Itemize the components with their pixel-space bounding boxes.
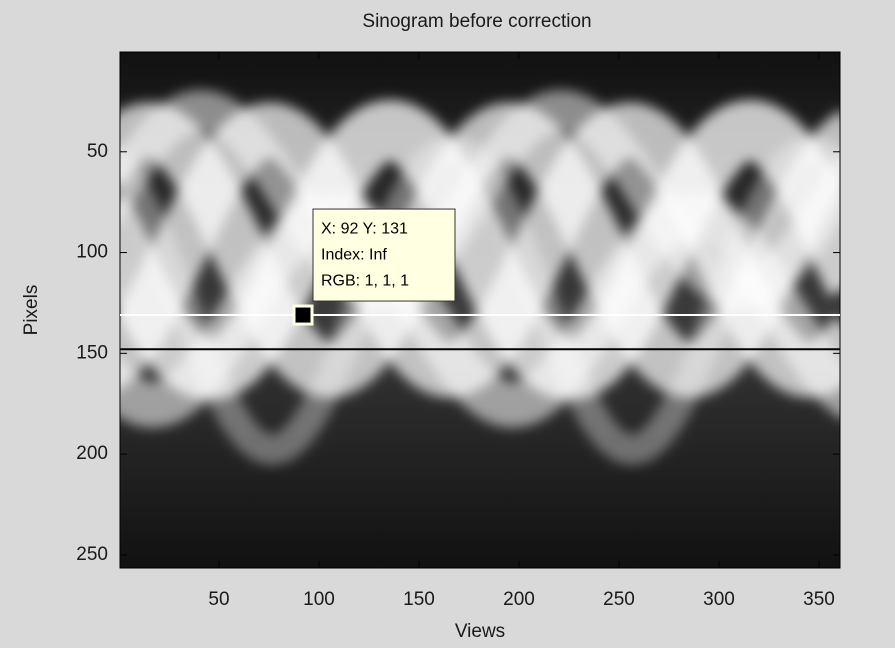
y-tick-label: 100	[76, 242, 108, 263]
x-tick-label: 150	[403, 589, 435, 610]
x-tick-label: 300	[703, 589, 735, 610]
datatip-text: X: 92 Y: 131	[321, 220, 408, 237]
y-tick-label: 50	[87, 141, 108, 162]
y-axis-label: Pixels	[21, 285, 42, 336]
x-tick-label: 100	[303, 589, 335, 610]
chart-title: Sinogram before correction	[362, 11, 591, 32]
x-tick-label: 250	[603, 589, 635, 610]
x-tick-label: 50	[208, 589, 229, 610]
sinogram-bands	[120, 89, 840, 465]
sinogram-band	[120, 135, 840, 465]
datatip-box	[312, 208, 456, 302]
y-tick-label: 250	[76, 544, 108, 565]
x-tick-label: 200	[503, 589, 535, 610]
y-tick-label: 150	[76, 342, 108, 363]
datatip: X: 92 Y: 131 Index: Inf RGB: 1, 1, 1	[292, 208, 456, 326]
x-tick-label: 350	[803, 589, 835, 610]
image	[120, 52, 840, 568]
y-tick-label: 200	[76, 443, 108, 464]
x-axis-label: Views	[455, 621, 505, 642]
datatip-text: Index: Inf	[321, 246, 387, 263]
datatip-marker	[292, 304, 314, 326]
axes-box	[119, 51, 841, 569]
sinogram-band	[120, 192, 840, 428]
datatip-text: RGB: 1, 1, 1	[321, 272, 409, 289]
